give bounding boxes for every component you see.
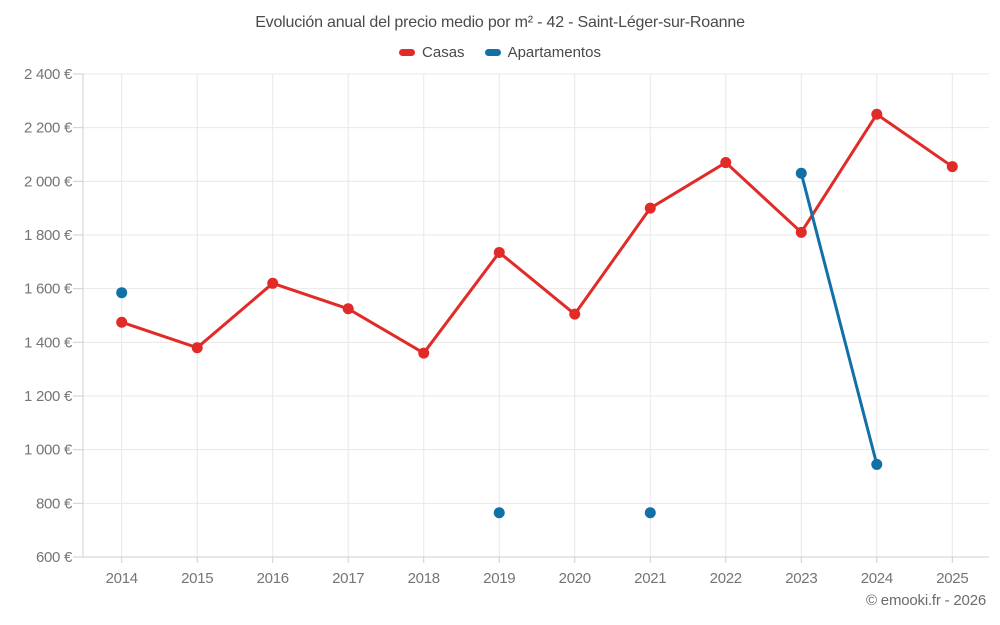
legend-swatch-apartamentos <box>484 49 501 56</box>
casas-point[interactable] <box>267 277 279 289</box>
x-axis-label: 2015 <box>181 570 213 587</box>
casas-point[interactable] <box>569 308 581 320</box>
x-axis-label: 2014 <box>106 570 138 587</box>
casas-point[interactable] <box>116 316 128 328</box>
y-axis-label: 2 400 € <box>24 66 73 83</box>
x-axis-label: 2018 <box>408 570 440 587</box>
x-axis-label: 2020 <box>559 570 591 587</box>
casas-point[interactable] <box>493 246 505 258</box>
chart-title: Evolución anual del precio medio por m² … <box>255 14 745 31</box>
apartamentos-point[interactable] <box>795 167 807 179</box>
legend-label-casas: Casas <box>422 44 465 61</box>
y-axis-label: 2 000 € <box>24 173 73 190</box>
casas-line <box>120 112 954 355</box>
y-axis-label: 1 600 € <box>24 281 73 298</box>
casas-point[interactable] <box>946 161 958 173</box>
y-axis-label: 1 200 € <box>24 388 73 405</box>
casas-point[interactable] <box>871 108 883 120</box>
apartamentos-point[interactable] <box>493 507 505 519</box>
legend-swatch-casas <box>399 49 416 56</box>
legend-item-apartamentos[interactable]: Apartamentos <box>484 44 601 61</box>
x-axis-label: 2017 <box>332 570 364 587</box>
y-axis-label: 1 400 € <box>24 334 73 351</box>
x-axis-label: 2022 <box>710 570 742 587</box>
x-axis-label: 2023 <box>785 570 817 587</box>
y-axis-label: 1 000 € <box>24 442 73 459</box>
legend-label-apartamentos: Apartamentos <box>507 44 601 61</box>
apartamentos-point[interactable] <box>116 287 128 299</box>
x-axis-label: 2025 <box>936 570 968 587</box>
attribution: © emooki.fr - 2026 <box>865 592 986 609</box>
apartamentos-line <box>799 171 879 466</box>
x-axis-label: 2021 <box>634 570 666 587</box>
casas-point[interactable] <box>644 202 656 214</box>
casas-point[interactable] <box>795 226 807 238</box>
legend: Casas Apartamentos <box>0 44 1000 61</box>
casas-point[interactable] <box>342 303 354 315</box>
y-axis-label: 2 200 € <box>24 120 73 137</box>
casas-point[interactable] <box>191 342 203 354</box>
apartamentos-point[interactable] <box>871 458 883 470</box>
y-axis-label: 800 € <box>36 495 73 512</box>
casas-point[interactable] <box>720 157 732 169</box>
apartamentos-point[interactable] <box>644 507 656 519</box>
x-axis-label: 2019 <box>483 570 515 587</box>
legend-item-casas[interactable]: Casas <box>399 44 465 61</box>
y-axis-label: 600 € <box>36 549 73 566</box>
casas-point[interactable] <box>418 347 430 359</box>
y-axis-label: 1 800 € <box>24 227 73 244</box>
x-axis-label: 2016 <box>257 570 289 587</box>
x-axis-label: 2024 <box>861 570 893 587</box>
